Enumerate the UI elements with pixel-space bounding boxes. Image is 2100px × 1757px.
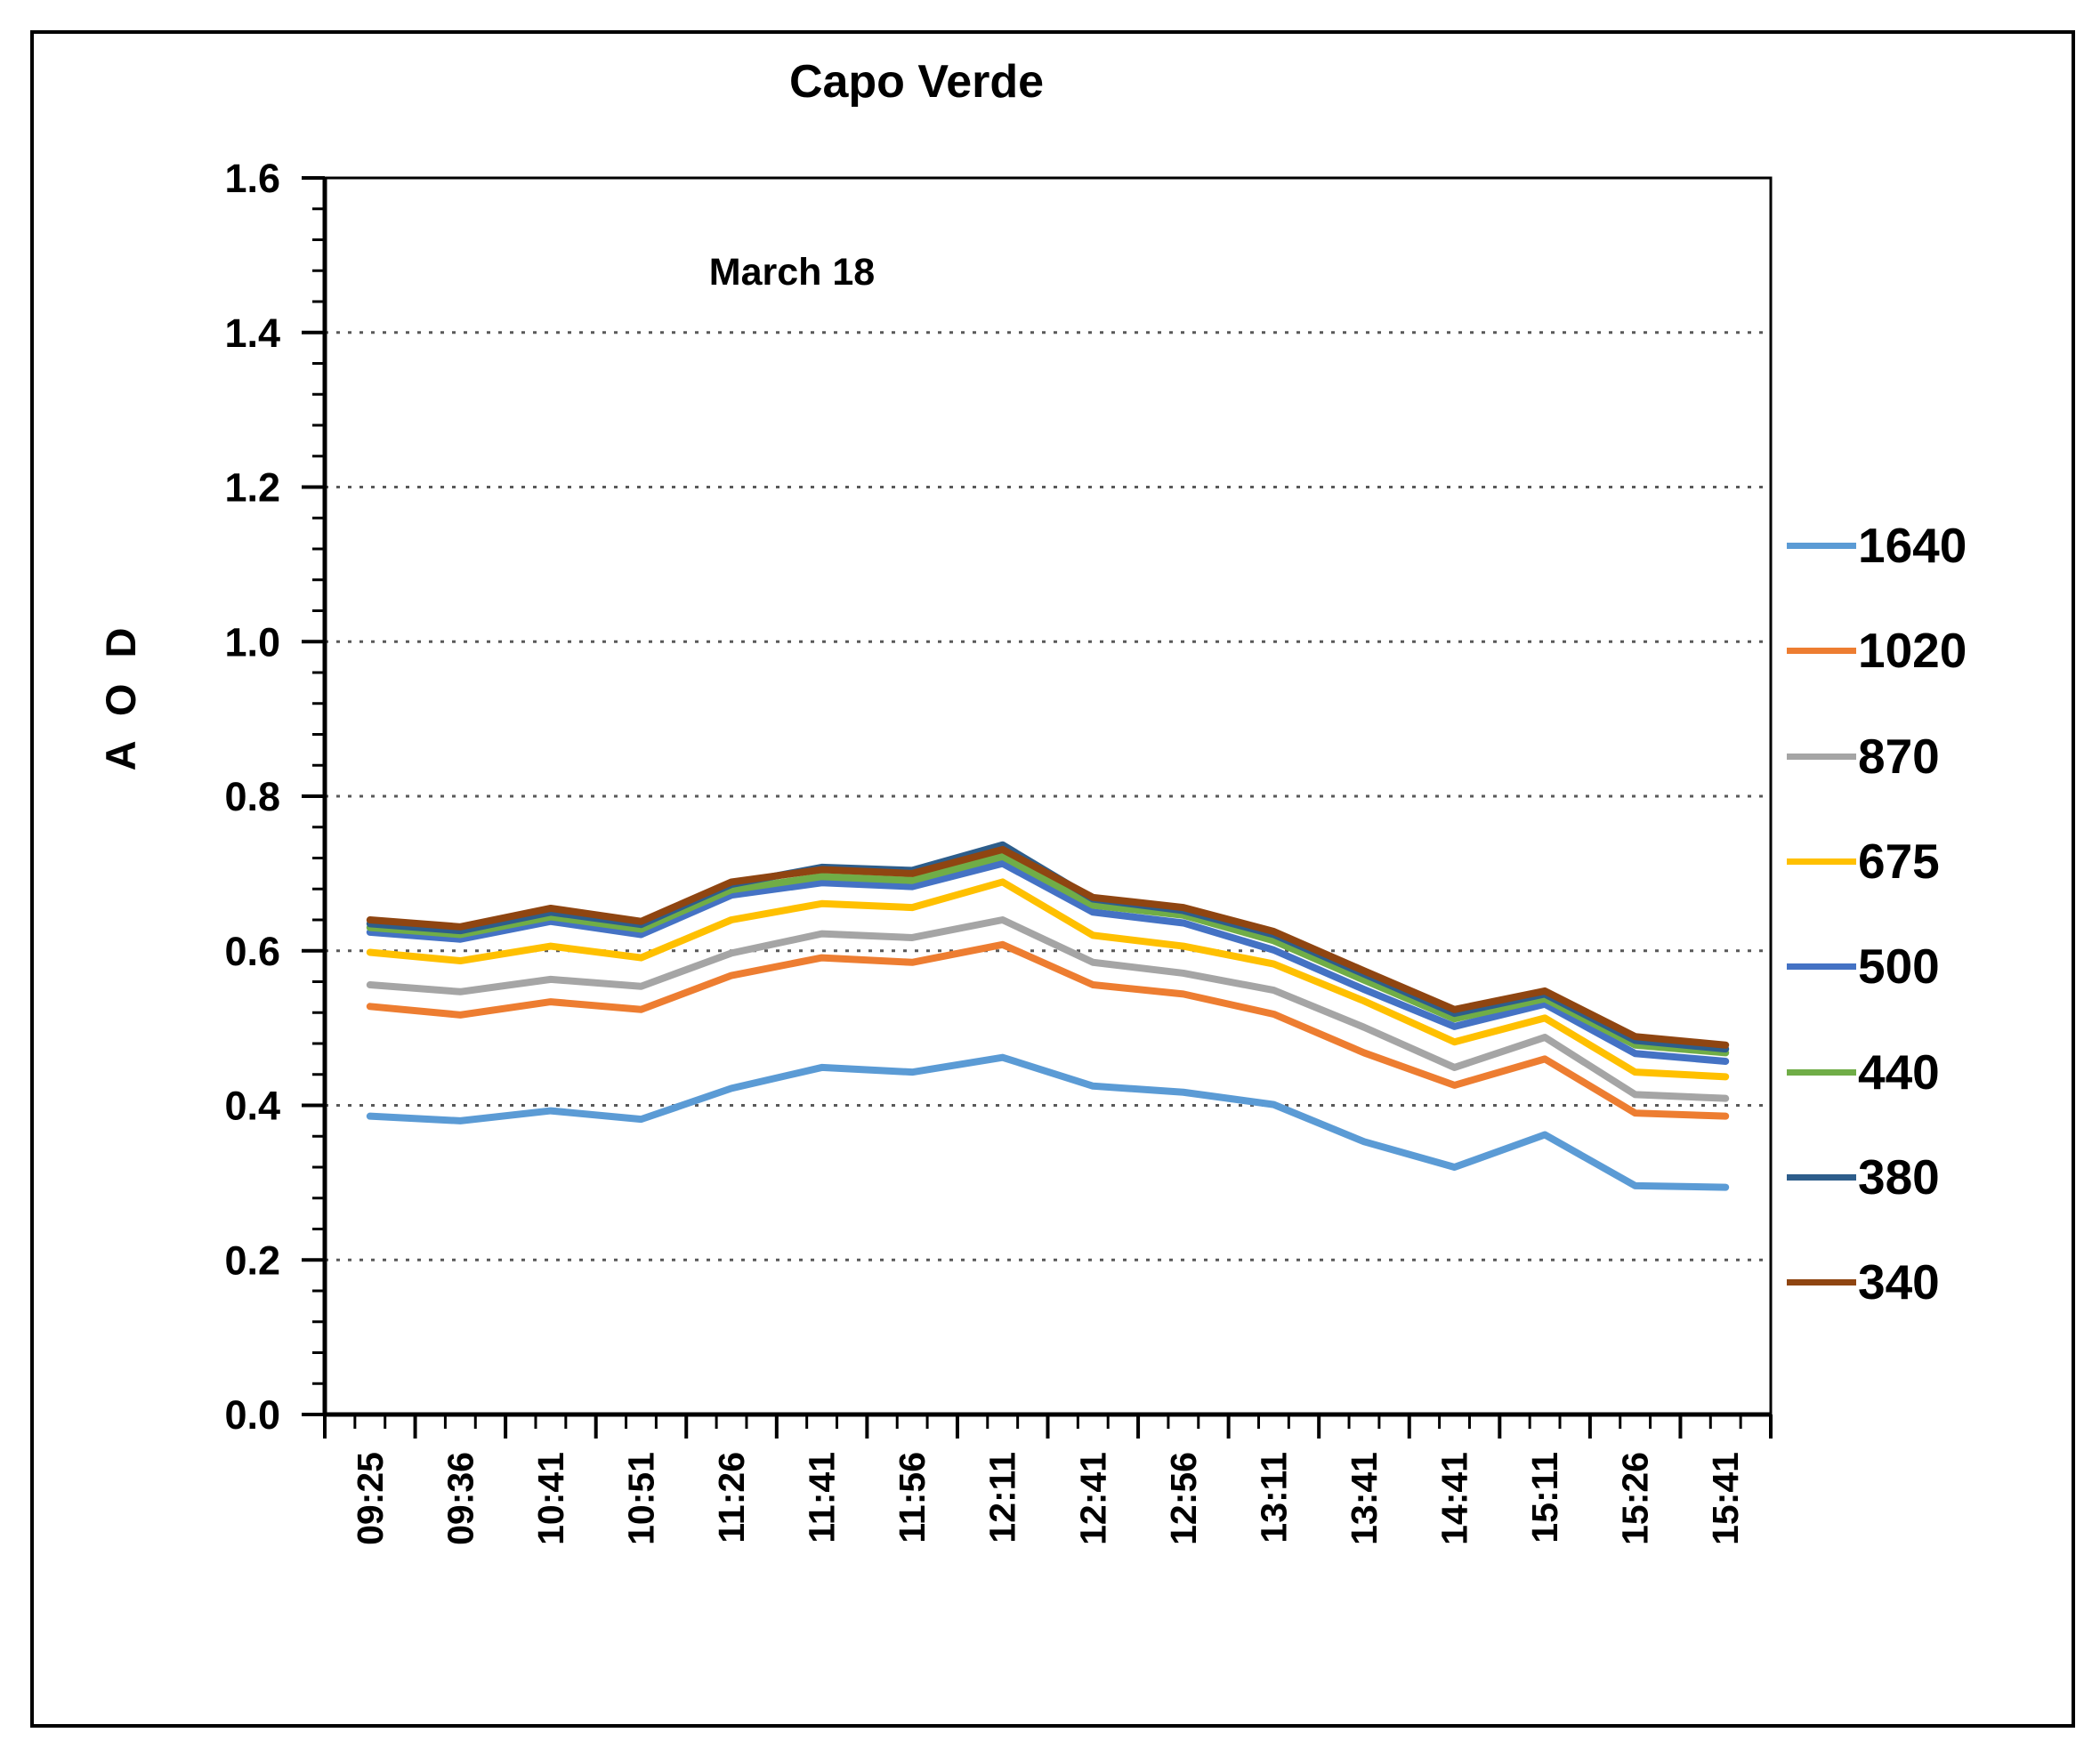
- x-axis-ticks-and-labels: 09:25 09:36 10:41 10:51 11:26 11:41 11:56 12:11…: [323, 1414, 1773, 1545]
- legend-label-1640: 1640: [1858, 518, 1967, 573]
- x-tick-label-10:51: 10:51: [620, 1452, 661, 1545]
- x-tick-label-13:41: 13:41: [1344, 1452, 1385, 1545]
- x-tick-label-12:11: 12:11: [982, 1452, 1023, 1543]
- legend: 1640 1020 870 675 500 440 380 340: [1780, 480, 2073, 1352]
- y-tick-label: 0.4: [224, 1084, 280, 1129]
- series-line-1020: [366, 940, 1730, 1120]
- legend-label-500: 500: [1858, 939, 1940, 994]
- chart-subtitle: March 18: [708, 251, 876, 294]
- series-line-1640: [366, 1053, 1730, 1191]
- legend-swatch-1020: [1787, 647, 1856, 654]
- y-tick-label: 0.0: [224, 1392, 280, 1438]
- legend-swatch-340: [1787, 1278, 1856, 1286]
- legend-label-380: 380: [1858, 1149, 1940, 1205]
- legend-entry-1020: 1020: [1787, 619, 1967, 681]
- series-line-340: [366, 845, 1730, 1049]
- chart-title: Capo Verde: [788, 56, 1045, 108]
- legend-swatch-440: [1787, 1068, 1856, 1076]
- x-tick-label-12:41: 12:41: [1072, 1452, 1113, 1545]
- figure-border: [30, 30, 2075, 1728]
- legend-label-675: 675: [1858, 834, 1940, 889]
- x-tick-label-13:11: 13:11: [1253, 1452, 1294, 1543]
- gridlines: [325, 331, 1771, 1261]
- series-line-870: [366, 916, 1730, 1102]
- legend-entry-340: 340: [1787, 1251, 1940, 1313]
- legend-entry-440: 440: [1787, 1041, 1940, 1103]
- x-tick-label-14:41: 14:41: [1434, 1452, 1475, 1545]
- y-tick-label: 0.8: [224, 774, 280, 819]
- x-tick-label-15:41: 15:41: [1705, 1452, 1746, 1545]
- legend-entry-675: 675: [1787, 830, 1940, 892]
- legend-entry-1640: 1640: [1787, 514, 1967, 576]
- legend-entry-870: 870: [1787, 725, 1940, 787]
- series-340: [366, 845, 1730, 1049]
- legend-label-870: 870: [1858, 729, 1940, 784]
- series-500: [366, 859, 1730, 1065]
- series-675: [366, 878, 1730, 1081]
- x-tick-label-11:56: 11:56: [892, 1452, 933, 1543]
- series-1640: [366, 1053, 1730, 1191]
- y-tick-label: 1.6: [224, 156, 280, 201]
- legend-entry-500: 500: [1787, 935, 1940, 997]
- series-440: [366, 852, 1730, 1057]
- legend-swatch-870: [1787, 753, 1856, 760]
- y-tick-label: 0.2: [224, 1237, 280, 1283]
- x-tick-label-15:11: 15:11: [1524, 1452, 1565, 1543]
- series-line-500: [366, 859, 1730, 1065]
- series-870: [366, 916, 1730, 1102]
- legend-label-1020: 1020: [1858, 623, 1967, 678]
- legend-label-340: 340: [1858, 1254, 1940, 1310]
- legend-swatch-500: [1787, 963, 1856, 970]
- y-tick-label: 1.2: [224, 465, 280, 511]
- series-1020: [366, 940, 1730, 1120]
- series-line-440: [366, 852, 1730, 1057]
- x-tick-label-10:41: 10:41: [530, 1452, 571, 1545]
- y-tick-label: 1.0: [224, 619, 280, 665]
- x-tick-label-15:26: 15:26: [1615, 1452, 1656, 1545]
- y-axis-ticks-and-labels: 0.0 0.2 0.4 0.6 0.8 1.0 1.2 1.4 1.6: [224, 156, 325, 1438]
- x-tick-label-09:25: 09:25: [350, 1452, 391, 1545]
- y-tick-label: 1.4: [224, 310, 280, 356]
- series-line-675: [366, 878, 1730, 1081]
- legend-swatch-1640: [1787, 542, 1856, 549]
- legend-swatch-675: [1787, 858, 1856, 865]
- legend-label-440: 440: [1858, 1044, 1940, 1100]
- x-tick-label-09:36: 09:36: [440, 1452, 481, 1545]
- legend-entry-380: 380: [1787, 1146, 1940, 1208]
- y-tick-label: 0.6: [224, 929, 280, 974]
- legend-swatch-380: [1787, 1173, 1856, 1181]
- x-tick-label-11:41: 11:41: [802, 1452, 843, 1543]
- x-tick-label-12:56: 12:56: [1163, 1452, 1204, 1545]
- x-tick-label-11:26: 11:26: [711, 1452, 752, 1543]
